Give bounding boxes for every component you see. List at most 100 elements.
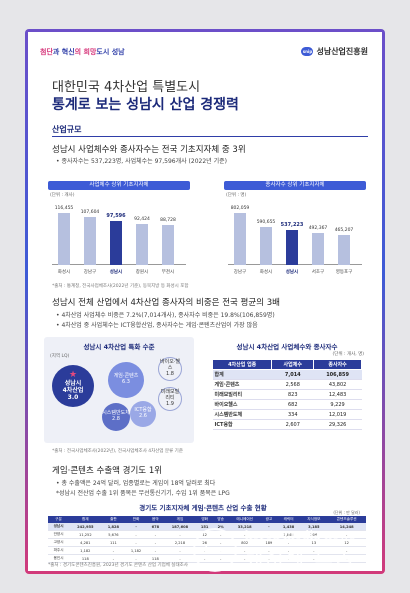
table-row: 용인시 118- -118- - - - - - - -: [48, 554, 366, 563]
table-cell: 5,676: [101, 530, 126, 539]
bar-value-label: 465,207: [334, 228, 354, 233]
chart-title: 종사자수 상위 기초지자체: [224, 181, 366, 190]
table-cell: 12,483: [313, 389, 362, 400]
chart-employee-count: 종사자수 상위 기초지자체 (단위 : 명) 802,059 강남구 590,655…: [224, 181, 366, 279]
table-cell: -: [228, 530, 262, 539]
bar: [312, 233, 324, 265]
table-cell: 안양시: [48, 530, 70, 539]
table-cell: -: [276, 538, 301, 547]
bubble-ict: ICT융합 2.6: [130, 401, 156, 427]
bar-value-label: 537,223: [280, 222, 304, 228]
table-cell: -: [146, 530, 164, 539]
bubble-semiconductor: 시스템반도체 2.8: [102, 403, 130, 431]
table-cell: -: [125, 530, 147, 539]
table-cell: 242,955: [69, 523, 102, 531]
table-cell: -: [261, 523, 277, 531]
table-cell: 1,182: [125, 546, 147, 555]
table-cell: 고양시: [48, 538, 70, 547]
panel-unit: (지역 LQ): [50, 354, 70, 359]
bar-category-label: 강남구: [233, 270, 247, 275]
bar-category-label: 서초구: [311, 270, 325, 275]
bar: [136, 224, 148, 265]
bubble-game-content: 게임·콘텐츠 6.3: [108, 362, 144, 398]
bar-category-label: 부천시: [161, 270, 175, 275]
table-row: ICT융합 2,607 29,326: [212, 419, 362, 430]
table-row: 바이오헬스 682 9,229: [212, 399, 362, 410]
bar-value-label: 107,604: [80, 210, 100, 215]
column-header: 애니메이션: [228, 516, 262, 523]
table-cell: 14,248: [327, 523, 366, 531]
s2-bullet-2: • 4차산업 중 사업체수는 ICT융합산업, 종사자수는 게임·콘텐츠산업이 …: [56, 322, 258, 329]
table-row: 합계 7,014 106,859: [212, 369, 362, 380]
table-cell: 43,802: [313, 379, 362, 390]
table-cell: 33,218: [228, 523, 262, 531]
table-row: 미래모빌리티 823 12,483: [212, 389, 362, 400]
table-cell: -: [125, 538, 147, 547]
column-header: 캐릭터: [276, 516, 301, 523]
export-table-title: 경기도 기초지자체 게임·콘텐츠 산업 수출 현황: [139, 504, 267, 512]
table-cell: 2,568: [271, 379, 314, 390]
table-cell: -: [276, 546, 301, 555]
lq-panel: 성남시 4차산업 특화 수준 (지역 LQ) ★ 성남시 4차산업 3.0 게임…: [44, 337, 194, 443]
column-header: 합계: [69, 516, 102, 523]
column-header: 만화: [125, 516, 147, 523]
table-cell: 106,859: [313, 369, 362, 380]
table-cell: 시스템반도체: [212, 409, 272, 420]
table-cell: 802: [228, 538, 262, 547]
bar: [162, 225, 174, 265]
table-cell: 823: [271, 389, 314, 400]
table-cell: 118: [146, 554, 164, 563]
title-line2: 통계로 보는 성남시 산업 경쟁력: [52, 97, 239, 113]
bar: [260, 227, 272, 265]
source-note: *출처 : 통계청, 전국사업체조사(2022년 기준), 동북지방 등 화성시…: [52, 284, 189, 289]
table-cell: 111: [101, 538, 126, 547]
column-header: 게임: [163, 516, 197, 523]
section-heading: 산업규모: [52, 125, 82, 134]
table-cell: -: [163, 530, 197, 539]
column-header: 방송: [213, 516, 229, 523]
table-row: 게임·콘텐츠 2,568 43,802: [212, 379, 362, 390]
bubble-future-mobility: 미래모빌리티 1.9: [158, 387, 182, 411]
chart-title: 사업체수 상위 기초지자체: [48, 181, 190, 190]
table-cell: -: [125, 523, 147, 531]
column-header: 종사자수: [313, 359, 362, 370]
table-cell: 682: [271, 399, 314, 410]
table-cell: -: [163, 546, 197, 555]
bar-value-label: 116,455: [54, 206, 74, 211]
column-header: 사업체수: [271, 359, 315, 370]
export-table-unit: (단위 : 만 달러): [333, 510, 360, 515]
column-header: 영화: [196, 516, 214, 523]
table-cell: -: [146, 546, 164, 555]
section-divider: [52, 136, 368, 137]
table-cell: 2,218: [163, 538, 197, 547]
bar-value-label: 802,059: [230, 206, 250, 211]
table-cell: -: [228, 554, 262, 563]
table-cell: 151: [196, 523, 214, 531]
industry-table-panel: 성남시 4차산업 사업체수와 종사자수 (단위 : 개사, 명) 4차산업 업종…: [206, 337, 368, 443]
table-cell: 파주시: [48, 546, 70, 555]
column-header: 음악: [146, 516, 164, 523]
poster-header: 첨단과 혁신의 희망도시 성남 snip 성남산업진흥원: [28, 32, 382, 68]
bar-category-label: 강남구: [83, 270, 97, 275]
poster: 첨단과 혁신의 희망도시 성남 snip 성남산업진흥원 대한민국 4차산업 특별…: [28, 32, 382, 571]
table-cell: 성남시: [48, 523, 70, 531]
table-cell: 게임·콘텐츠: [212, 379, 272, 390]
table-cell: 미래모빌리티: [212, 389, 272, 400]
panel-title: 성남시 4차산업 사업체수와 종사자수: [236, 343, 338, 351]
bar-value-label: 88,728: [160, 218, 176, 223]
table-cell: 678: [146, 523, 164, 531]
table-row: 파주시 1,182-1,182- - - - - - - - -: [48, 546, 366, 555]
table-cell: -: [327, 530, 366, 539]
chart-unit: (단위 : 개사): [50, 193, 75, 198]
table-cell: 206: [300, 530, 328, 539]
table-cell: 189: [261, 538, 277, 547]
source-note: *출처 : 경기도콘텐츠진흥원, 2023년 경기도 콘텐츠 산업 기업체 실태…: [48, 563, 188, 568]
export-table: 구분 합계 출판 만화 음악 게임 영화 방송 애니메이션 광고 캐릭터 지식정보 콘텐츠솔루션 성남시…: [48, 516, 366, 563]
table-cell: 4,281: [69, 538, 102, 547]
s3-bullet-1: • 총 수출액은 24억 달러, 업종별로는 게임이 18억 달러로 최다: [56, 480, 216, 487]
bar-category-label: 창원시: [135, 270, 149, 275]
table-cell: -: [276, 554, 301, 563]
table-cell: -: [261, 530, 277, 539]
table-cell: 12: [327, 538, 366, 547]
table-cell: 26: [196, 538, 214, 547]
